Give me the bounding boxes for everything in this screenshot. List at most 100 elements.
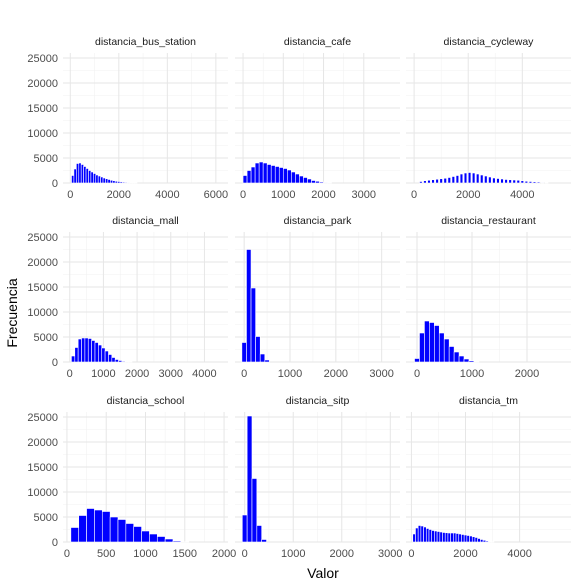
histogram-bar — [97, 175, 101, 184]
histogram-bar — [274, 166, 280, 184]
histogram-bar — [258, 161, 264, 184]
histogram-bar — [121, 360, 126, 363]
histogram-bar — [455, 533, 460, 543]
facet-title: distancia_cycleway — [444, 36, 535, 48]
histogram-bar — [291, 171, 296, 184]
x-tick-label: 6000 — [204, 189, 228, 201]
histogram-bar — [496, 178, 500, 184]
x-tick-label: 0 — [67, 368, 73, 380]
histogram-bar — [443, 177, 447, 184]
histogram-bar — [492, 177, 496, 184]
facet-title: distancia_school — [107, 395, 185, 407]
x-tick-label: 1000 — [133, 548, 157, 560]
histogram-bar — [78, 162, 82, 184]
y-tick-label: 15000 — [27, 282, 58, 294]
facet-panel: distancia_tm 0 2000 4000 — [406, 395, 571, 560]
histogram-bar — [447, 177, 451, 184]
histogram-bar — [100, 176, 104, 184]
histogram-bar — [504, 179, 508, 184]
histogram-bar — [125, 523, 135, 543]
histogram-bar — [172, 540, 182, 543]
histogram-bar — [429, 322, 435, 363]
histogram-bar — [524, 180, 529, 184]
histogram-bar — [278, 167, 284, 184]
histogram-bar — [463, 534, 468, 543]
histogram-bar — [439, 178, 443, 184]
histogram-bar — [532, 181, 537, 184]
facet-title: distancia_cafe — [284, 36, 351, 48]
histogram-bar — [78, 515, 87, 543]
x-tick-label: 2000 — [453, 548, 477, 560]
histogram-bar — [444, 532, 449, 543]
x-tick-label: 3000 — [378, 548, 402, 560]
histogram-bar — [101, 347, 106, 363]
histogram-bar — [428, 529, 432, 543]
y-axis-title: Frecuencia — [4, 278, 20, 347]
histogram-bar — [261, 539, 267, 543]
histogram-bar — [536, 181, 541, 184]
histogram-bar — [485, 540, 489, 543]
x-tick-label: 0 — [64, 548, 70, 560]
histogram-bar — [461, 534, 465, 543]
histogram-bar — [270, 165, 276, 184]
histogram-bar — [164, 538, 174, 543]
y-tick-label: 15000 — [27, 103, 58, 115]
histogram-bar — [516, 179, 520, 184]
histogram-bar — [458, 533, 462, 543]
facet-title: distancia_park — [284, 215, 352, 227]
histogram-bar — [424, 320, 430, 363]
histogram-bar — [468, 360, 475, 363]
histogram-bar — [480, 539, 484, 543]
histogram-bar — [250, 166, 256, 184]
histogram-bar — [453, 351, 460, 363]
histogram-bar — [287, 169, 292, 184]
histogram-bar — [149, 533, 158, 543]
y-tick-label: 5000 — [34, 512, 58, 524]
histogram-bar — [256, 525, 262, 543]
histogram-bar — [95, 174, 99, 184]
histogram-bar — [477, 538, 481, 543]
histogram-bar — [453, 532, 457, 543]
histogram-bar — [315, 180, 320, 184]
histogram-bar — [102, 177, 106, 184]
histogram-bar — [476, 173, 480, 184]
histogram-bar — [450, 532, 454, 543]
facet-title: distancia_restaurant — [441, 215, 536, 227]
histogram-bar — [93, 173, 97, 184]
y-tick-label: 0 — [52, 357, 58, 369]
histogram-bar — [417, 525, 422, 543]
histogram-bar — [458, 355, 465, 363]
histogram-bar — [295, 173, 300, 184]
histogram-bar — [520, 180, 524, 184]
x-tick-label: 0 — [240, 189, 246, 201]
facet-panel: distancia_sitp 0 1000 2000 3000 — [235, 395, 403, 560]
histogram-bar — [118, 360, 123, 363]
histogram-bar — [419, 181, 423, 184]
histogram-bar — [264, 359, 270, 363]
histogram-bar — [80, 164, 84, 184]
histogram-bar — [508, 179, 512, 184]
histogram-bar — [104, 350, 109, 363]
histogram-bar — [94, 342, 99, 363]
facet-panel: distancia_restaurant 0 1000 2000 — [406, 215, 571, 380]
histogram-bar — [448, 346, 455, 363]
histogram-bar — [443, 338, 450, 363]
y-tick-label: 10000 — [27, 128, 58, 140]
histogram-bar — [512, 179, 516, 184]
y-tick-label: 5000 — [34, 332, 58, 344]
histogram-bar — [463, 358, 470, 363]
histogram-bar — [474, 537, 478, 543]
y-tick-label: 25000 — [27, 53, 58, 65]
histogram-bar — [455, 175, 460, 184]
histogram-bar — [282, 168, 288, 184]
y-tick-label: 20000 — [27, 78, 58, 90]
histogram-bar — [105, 178, 109, 184]
histogram-bar — [71, 175, 75, 184]
x-tick-label: 500 — [97, 548, 115, 560]
histogram-bar — [438, 332, 445, 363]
histogram-bar — [101, 511, 111, 543]
y-tick-label: 10000 — [27, 307, 58, 319]
histogram-bar — [459, 173, 464, 184]
histogram-bar — [482, 539, 487, 543]
